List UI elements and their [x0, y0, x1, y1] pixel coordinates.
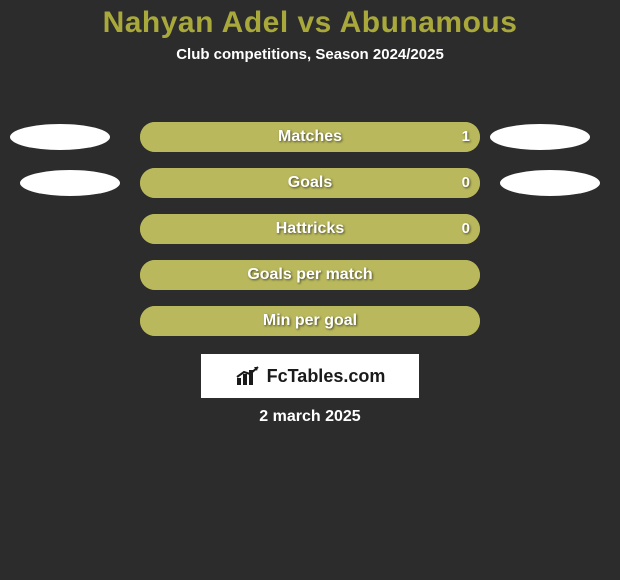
stat-rows: Matches1Goals0Hattricks0Goals per matchM…: [0, 122, 620, 352]
stat-row: Goals0: [0, 168, 620, 214]
stat-label: Min per goal: [140, 306, 480, 336]
brand-chart-icon: [235, 365, 263, 387]
stat-value-right: 0: [462, 168, 470, 198]
page-title: Nahyan Adel vs Abunamous: [0, 0, 620, 40]
comparison-infographic: Nahyan Adel vs Abunamous Club competitio…: [0, 0, 620, 580]
player-left-ellipse: [10, 124, 110, 150]
stat-label: Goals per match: [140, 260, 480, 290]
date-text: 2 march 2025: [259, 408, 360, 425]
date-label: 2 march 2025: [0, 408, 620, 426]
stat-row: Min per goal: [0, 306, 620, 352]
stat-label: Matches: [140, 122, 480, 152]
stat-label: Goals: [140, 168, 480, 198]
stat-label: Hattricks: [140, 214, 480, 244]
stat-value-right: 1: [462, 122, 470, 152]
stat-row: Matches1: [0, 122, 620, 168]
stat-value-right: 0: [462, 214, 470, 244]
subtitle: Club competitions, Season 2024/2025: [0, 46, 620, 63]
player-right-ellipse: [490, 124, 590, 150]
player-right-ellipse: [500, 170, 600, 196]
subtitle-text: Club competitions, Season 2024/2025: [176, 46, 444, 63]
player-left-ellipse: [20, 170, 120, 196]
brand-text: FcTables.com: [267, 366, 386, 387]
stat-row: Goals per match: [0, 260, 620, 306]
title-text: Nahyan Adel vs Abunamous: [103, 6, 518, 39]
brand-badge: FcTables.com: [201, 354, 419, 398]
stat-row: Hattricks0: [0, 214, 620, 260]
